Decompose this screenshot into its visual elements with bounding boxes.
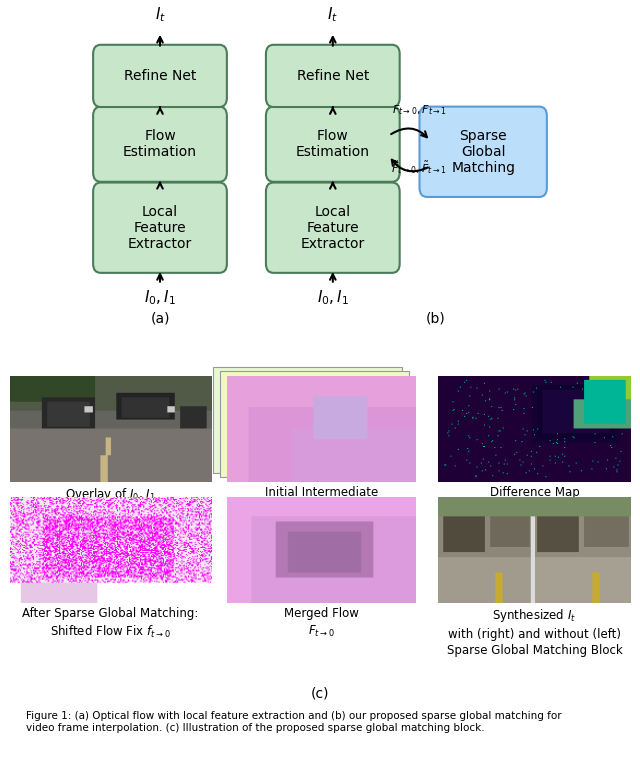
FancyBboxPatch shape [266,45,399,107]
Text: $\tilde{F}_{t\to0}, \tilde{F}_{t\to1}$: $\tilde{F}_{t\to0}, \tilde{F}_{t\to1}$ [392,159,447,176]
Text: Merged Flow
$F_{t\to0}$: Merged Flow $F_{t\to0}$ [284,607,359,639]
Text: Figure 1: (a) Optical flow with local feature extraction and (b) our proposed sp: Figure 1: (a) Optical flow with local fe… [26,711,561,732]
FancyBboxPatch shape [266,106,399,181]
Text: Flow
Estimation: Flow Estimation [123,129,197,159]
Bar [220,371,409,477]
FancyBboxPatch shape [93,106,227,181]
Text: (a): (a) [150,311,170,325]
Text: Sparse
Global
Matching: Sparse Global Matching [451,128,515,175]
Text: $I_t$: $I_t$ [154,5,166,24]
Bar [213,367,402,473]
Text: Flow
Estimation: Flow Estimation [296,129,370,159]
Text: $I_0, I_1$: $I_0, I_1$ [144,288,176,307]
Text: Synthesized $I_t$
with (right) and without (left)
Sparse Global Matching Block: Synthesized $I_t$ with (right) and witho… [447,607,622,657]
FancyBboxPatch shape [93,45,227,107]
FancyBboxPatch shape [420,106,547,197]
Text: Initial Intermediate
Flow Estimation $\tilde{F}_{t\to0}$, $\tilde{F}_{t\to1}$: Initial Intermediate Flow Estimation $\t… [243,486,400,522]
Text: $I_0, I_1$: $I_0, I_1$ [317,288,349,307]
Text: Difference Map
$D_0$: Difference Map $D_0$ [490,486,579,518]
Text: (c): (c) [311,687,329,701]
Text: $I_t$: $I_t$ [327,5,339,24]
Text: $F_{t\to0}, F_{t\to1}$: $F_{t\to0}, F_{t\to1}$ [392,103,447,117]
FancyBboxPatch shape [93,183,227,273]
Text: Refine Net: Refine Net [296,69,369,83]
Text: Local
Feature
Extractor: Local Feature Extractor [301,204,365,251]
Text: Local
Feature
Extractor: Local Feature Extractor [128,204,192,251]
Text: After Sparse Global Matching:
Shifted Flow Fix $f_{t\to0}$: After Sparse Global Matching: Shifted Fl… [22,607,198,641]
Text: Overlay of $I_0$, $I_1$
Motion Magnitude Range
(92.0, 393.9): Overlay of $I_0$, $I_1$ Motion Magnitude… [36,486,184,536]
FancyBboxPatch shape [266,183,399,273]
Text: (b): (b) [426,311,445,325]
Text: Refine Net: Refine Net [124,69,196,83]
